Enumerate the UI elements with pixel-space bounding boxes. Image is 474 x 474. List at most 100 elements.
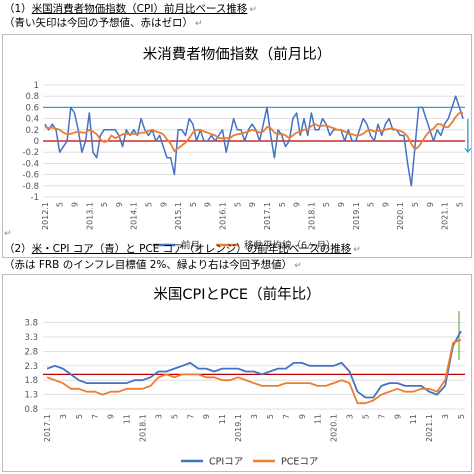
x-tick-label: 9	[71, 202, 80, 207]
cpi-core-line	[46, 330, 462, 399]
x-tick-label: 9	[381, 202, 390, 207]
y-tick-label: 0.6	[25, 103, 39, 113]
x-tick-label: 3	[155, 414, 164, 419]
return-mark-icon: ↵	[249, 5, 257, 15]
section1-heading-text: 米国消費者物価指数（CPI）前月比ベース推移	[31, 3, 248, 15]
y-tick-label: -1	[31, 193, 39, 203]
x-tick-label: 9	[204, 202, 213, 207]
y-tick-label: 0.8	[25, 92, 39, 102]
x-tick-label: 5	[145, 202, 154, 207]
x-tick-label: 9	[337, 202, 346, 207]
x-tick-label: 7	[377, 414, 386, 419]
x-tick-label: 2021.1	[425, 414, 434, 442]
x-tick-label: 2019.1	[234, 414, 243, 442]
x-tick-label: 5	[170, 414, 179, 419]
section2-note: （赤は FRB のインフレ目標値 2%、緑より右は今回予想値） ↵	[4, 259, 302, 273]
x-tick-label: 7	[186, 414, 195, 419]
legend-label-cpi-core: CPIコア	[209, 457, 243, 468]
y-tick-label: -0.4	[22, 159, 39, 169]
chart1-title: 米消費者物価指数（前月比）	[142, 47, 332, 63]
x-tick-label: 5	[189, 202, 198, 207]
x-tick-label: 9	[426, 202, 435, 207]
legend-label-pce-core: PCEコア	[281, 457, 318, 468]
x-tick-label: 11	[123, 414, 132, 424]
y-tick-label: 3.8	[24, 319, 38, 329]
x-tick-label: 5	[457, 414, 466, 419]
x-tick-label: 5	[367, 202, 376, 207]
x-tick-label: 9	[107, 414, 116, 419]
y-tick-label: 3.3	[24, 333, 38, 343]
x-tick-label: 9	[293, 202, 302, 207]
y-tick-label: 2.8	[24, 347, 38, 357]
y-tick-label: 0.8	[24, 405, 38, 415]
return-mark-icon: ↵	[195, 19, 203, 29]
y-tick-label: 0	[34, 137, 39, 147]
x-tick-label: 9	[159, 202, 168, 207]
section2-heading-num: （2）	[4, 243, 32, 255]
x-tick-label: 2021.1	[441, 202, 450, 230]
y-tick-label: -0.2	[22, 148, 39, 158]
y-tick-label: 1	[34, 81, 39, 91]
y-tick-label: 2.3	[24, 362, 38, 372]
x-tick-label: 5	[411, 202, 420, 207]
x-tick-label: 2017.1	[43, 414, 52, 442]
x-tick-label: 3	[441, 414, 450, 419]
x-tick-label: 9	[248, 202, 257, 207]
x-tick-label: 5	[75, 414, 84, 419]
section1-heading: （1）米国消費者物価指数（CPI）前月比ベース推移 ↵	[4, 3, 257, 17]
x-tick-label: 5	[455, 202, 464, 207]
x-tick-label: 2018.1	[139, 414, 148, 442]
return-mark-icon: ↵	[294, 261, 302, 271]
x-tick-label: 3	[59, 414, 68, 419]
x-tick-label: 2012.1	[41, 202, 50, 230]
x-tick-label: 9	[298, 414, 307, 419]
x-tick-label: 2018.1	[307, 202, 316, 230]
x-tick-label: 5	[266, 414, 275, 419]
pce-core-line	[46, 338, 462, 405]
x-tick-label: 9	[393, 414, 402, 419]
chart2-title: 米国CPIとPCE（前年比）	[153, 287, 321, 303]
x-tick-label: 5	[278, 202, 287, 207]
x-tick-label: 11	[409, 414, 418, 424]
y-tick-label: 1.8	[24, 376, 38, 386]
section2-note-text: （赤は FRB のインフレ目標値 2%、緑より右は今回予想値）	[4, 259, 293, 271]
x-tick-label: 2020.1	[330, 414, 339, 442]
x-tick-label: 5	[362, 414, 371, 419]
y-tick-label: 0.4	[25, 115, 39, 125]
chart1-frame: 米消費者物価指数（前月比） 1 0.8 0.6 0.4 0.2 0 -0.2 -0.4 -0.6…	[2, 34, 472, 258]
y-tick-label: 1.3	[24, 391, 38, 401]
x-tick-label: 9	[202, 414, 211, 419]
chart2-frame: 米国CPIとPCE（前年比） 3.8 3.3 2.8 2.3 1.8 1.3 0.8 2017…	[2, 274, 472, 472]
y-tick-label: -0.8	[22, 182, 39, 192]
x-tick-label: 9	[115, 202, 124, 207]
x-tick-label: 3	[250, 414, 259, 419]
x-tick-label: 11	[314, 414, 323, 424]
section1-note: （青い矢印は今回の予想値、赤はゼロ） ↵	[4, 17, 203, 31]
x-tick-label: 5	[322, 202, 331, 207]
section2-heading-text: 米・CPI コア（青）と PCE コア（オレンジ）の前年比ベースの推移	[31, 243, 352, 255]
chart2-plot: 3.8 3.3 2.8 2.3 1.8 1.3 0.8 2017.1 3 5 7 9 11 2018.1 3…	[24, 311, 466, 468]
section1-note-text: （青い矢印は今回の予想値、赤はゼロ）	[4, 17, 193, 29]
x-tick-label: 7	[91, 414, 100, 419]
legend-label-cpi-mom: 前月	[181, 240, 200, 252]
x-tick-label: 2017.1	[263, 202, 272, 230]
x-tick-label: 2020.1	[396, 202, 405, 230]
section2-heading: （2）米・CPI コア（青）と PCE コア（オレンジ）の前年比ベースの推移 ↵	[4, 243, 361, 257]
x-tick-label: 5	[100, 202, 109, 207]
y-tick-label: 0.2	[25, 126, 39, 136]
section1-heading-num: （1）	[4, 3, 32, 15]
y-tick-label: -0.6	[22, 171, 39, 181]
blank-line-return-icon: ↵	[4, 229, 12, 239]
x-tick-label: 2013.1	[85, 202, 94, 230]
moving-average-line	[44, 112, 464, 152]
x-tick-label: 11	[218, 414, 227, 424]
legend-label-moving-average: 移動平均線（6ヶ月）	[244, 240, 336, 252]
x-tick-label: 2019.1	[352, 202, 361, 230]
return-mark-icon: ↵	[353, 245, 361, 255]
x-tick-label: 2014.1	[130, 202, 139, 230]
x-tick-label: 2015.1	[174, 202, 183, 230]
x-tick-label: 7	[282, 414, 291, 419]
x-tick-label: 5	[233, 202, 242, 207]
x-tick-label: 2016.1	[219, 202, 228, 230]
